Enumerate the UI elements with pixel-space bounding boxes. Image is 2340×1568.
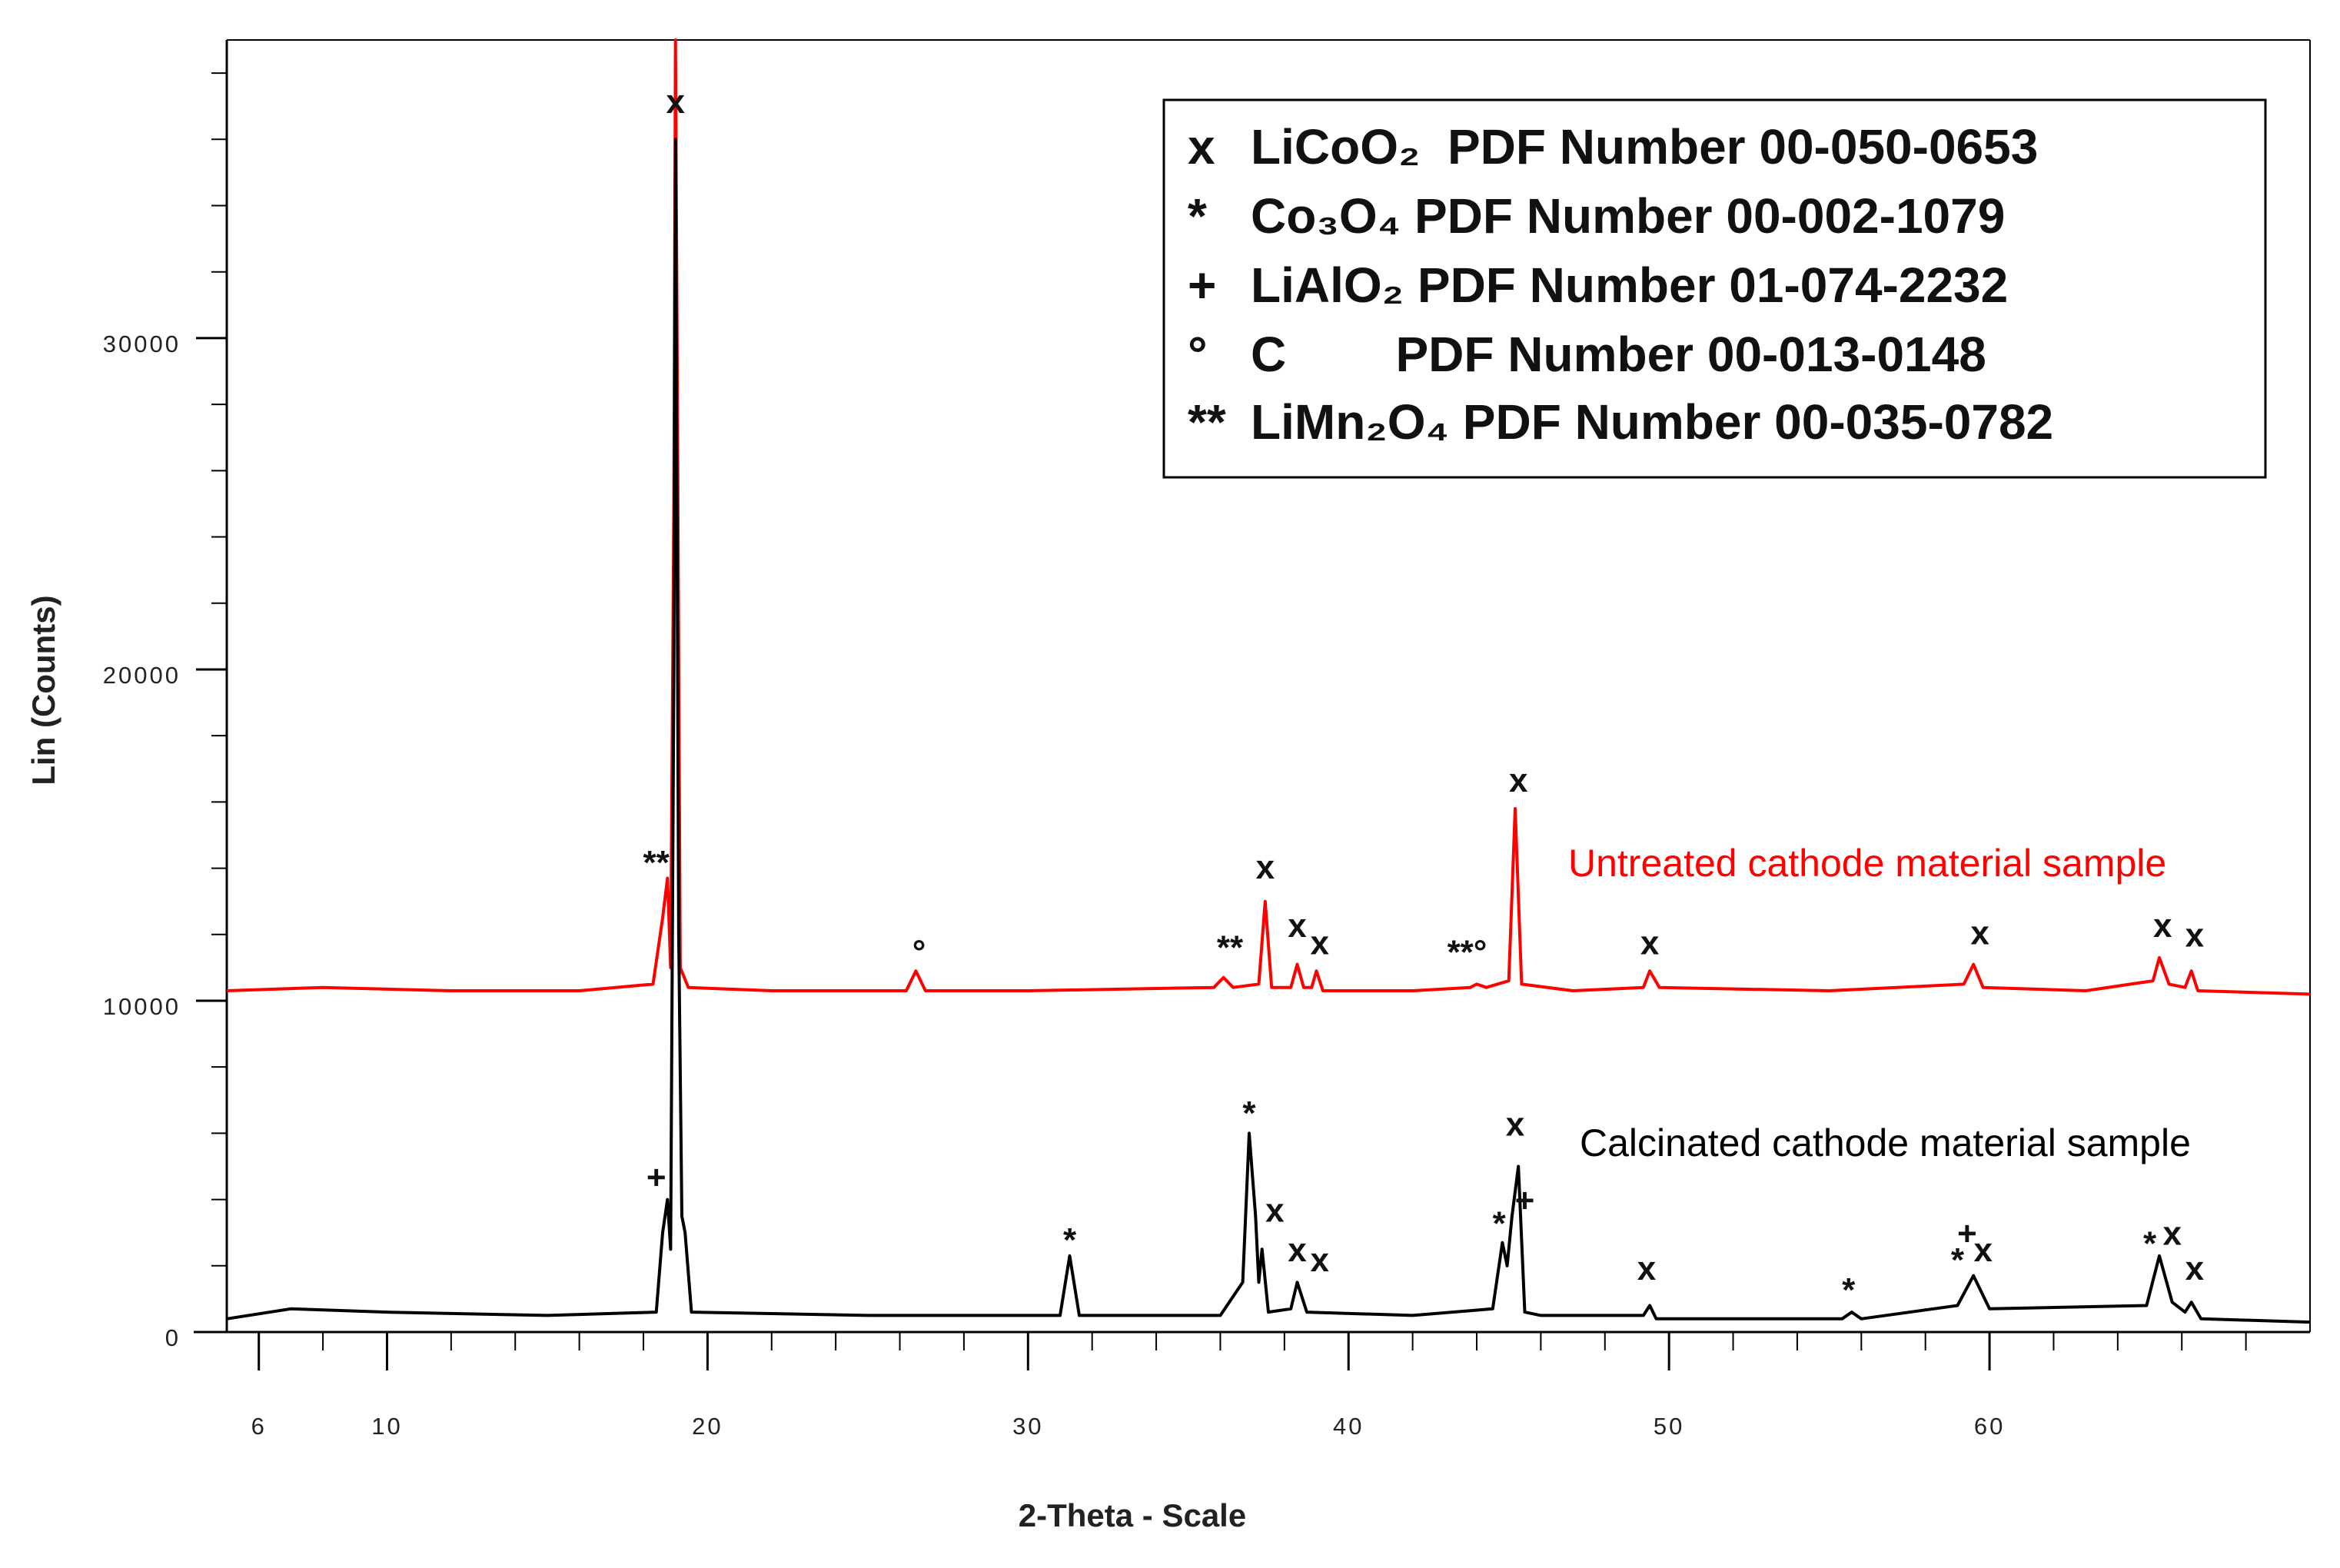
y-tick-label: 30000	[103, 331, 181, 357]
legend-label: LiMn₂O₄ PDF Number 00-035-0782	[1251, 394, 2053, 450]
series-label: Untreated cathode material sample	[1568, 842, 2166, 885]
peak-marker: +	[1515, 1182, 1535, 1220]
peak-marker: x	[1506, 1105, 1525, 1143]
legend-symbol: +	[1188, 257, 1216, 313]
peak-marker: x	[1509, 762, 1528, 799]
peak-marker: *	[1842, 1271, 1856, 1309]
peak-marker: +	[1957, 1215, 1977, 1253]
peak-marker: x	[1970, 914, 1989, 952]
peak-marker: x	[2162, 1215, 2182, 1253]
legend-label: C PDF Number 00-013-0148	[1251, 327, 1986, 382]
x-tick-label: 6	[251, 1413, 267, 1440]
peak-marker: *	[1242, 1095, 1256, 1132]
series-line	[226, 138, 2311, 1324]
legend-symbol: *	[1188, 188, 1207, 244]
peak-marker: *	[2143, 1225, 2157, 1263]
peak-marker: *	[1493, 1205, 1507, 1243]
legend-box	[1162, 98, 2267, 479]
x-tick-label: 20	[692, 1413, 723, 1440]
legend-symbol: x	[1188, 119, 1215, 174]
peak-marker: x	[1288, 907, 1307, 945]
peak-marker: x	[1310, 925, 1329, 962]
peak-marker: x	[1256, 849, 1275, 886]
peak-marker: *	[1063, 1221, 1077, 1259]
legend-label: Co₃O₄ PDF Number 00-002-1079	[1251, 188, 2005, 244]
peak-marker: x	[1637, 1250, 1657, 1287]
series-label: Calcinated cathode material sample	[1580, 1121, 2191, 1164]
x-tick-label: 10	[371, 1413, 402, 1440]
legend-label: LiAlO₂ PDF Number 01-074-2232	[1251, 257, 2008, 313]
peak-marker: x	[1265, 1191, 1285, 1229]
y-tick-label: 10000	[103, 993, 181, 1020]
peak-marker: *	[1951, 1241, 1965, 1279]
peak-marker: **	[1217, 929, 1244, 967]
peak-marker: °	[912, 933, 926, 971]
peak-marker: x	[1973, 1231, 1993, 1269]
y-axis-title: Lin (Counts)	[25, 595, 61, 785]
peak-marker: x	[2185, 1250, 2205, 1287]
peak-marker: **	[643, 844, 670, 882]
peak-marker: +	[646, 1158, 666, 1196]
peak-marker: **°	[1448, 933, 1487, 971]
peak-marker: x	[2185, 917, 2205, 955]
x-tick-label: 50	[1654, 1413, 1684, 1440]
x-axis-title: 2-Theta - Scale	[1019, 1497, 1246, 1533]
peak-marker: x	[1288, 1231, 1307, 1269]
x-tick-label: 40	[1333, 1413, 1364, 1440]
peak-marker: x	[2153, 907, 2172, 945]
legend-label: LiCoO₂ PDF Number 00-050-0653	[1251, 119, 2038, 174]
x-tick-label: 30	[1012, 1413, 1043, 1440]
peak-marker: x	[1640, 925, 1660, 962]
y-tick-label: 20000	[103, 662, 181, 689]
x-tick-label: 60	[1974, 1413, 2005, 1440]
y-tick-label: 0	[165, 1324, 181, 1351]
legend-symbol: °	[1188, 327, 1208, 382]
peak-marker: x	[1310, 1241, 1329, 1279]
peak-marker: x	[666, 83, 685, 121]
legend-symbol: **	[1188, 394, 1226, 450]
